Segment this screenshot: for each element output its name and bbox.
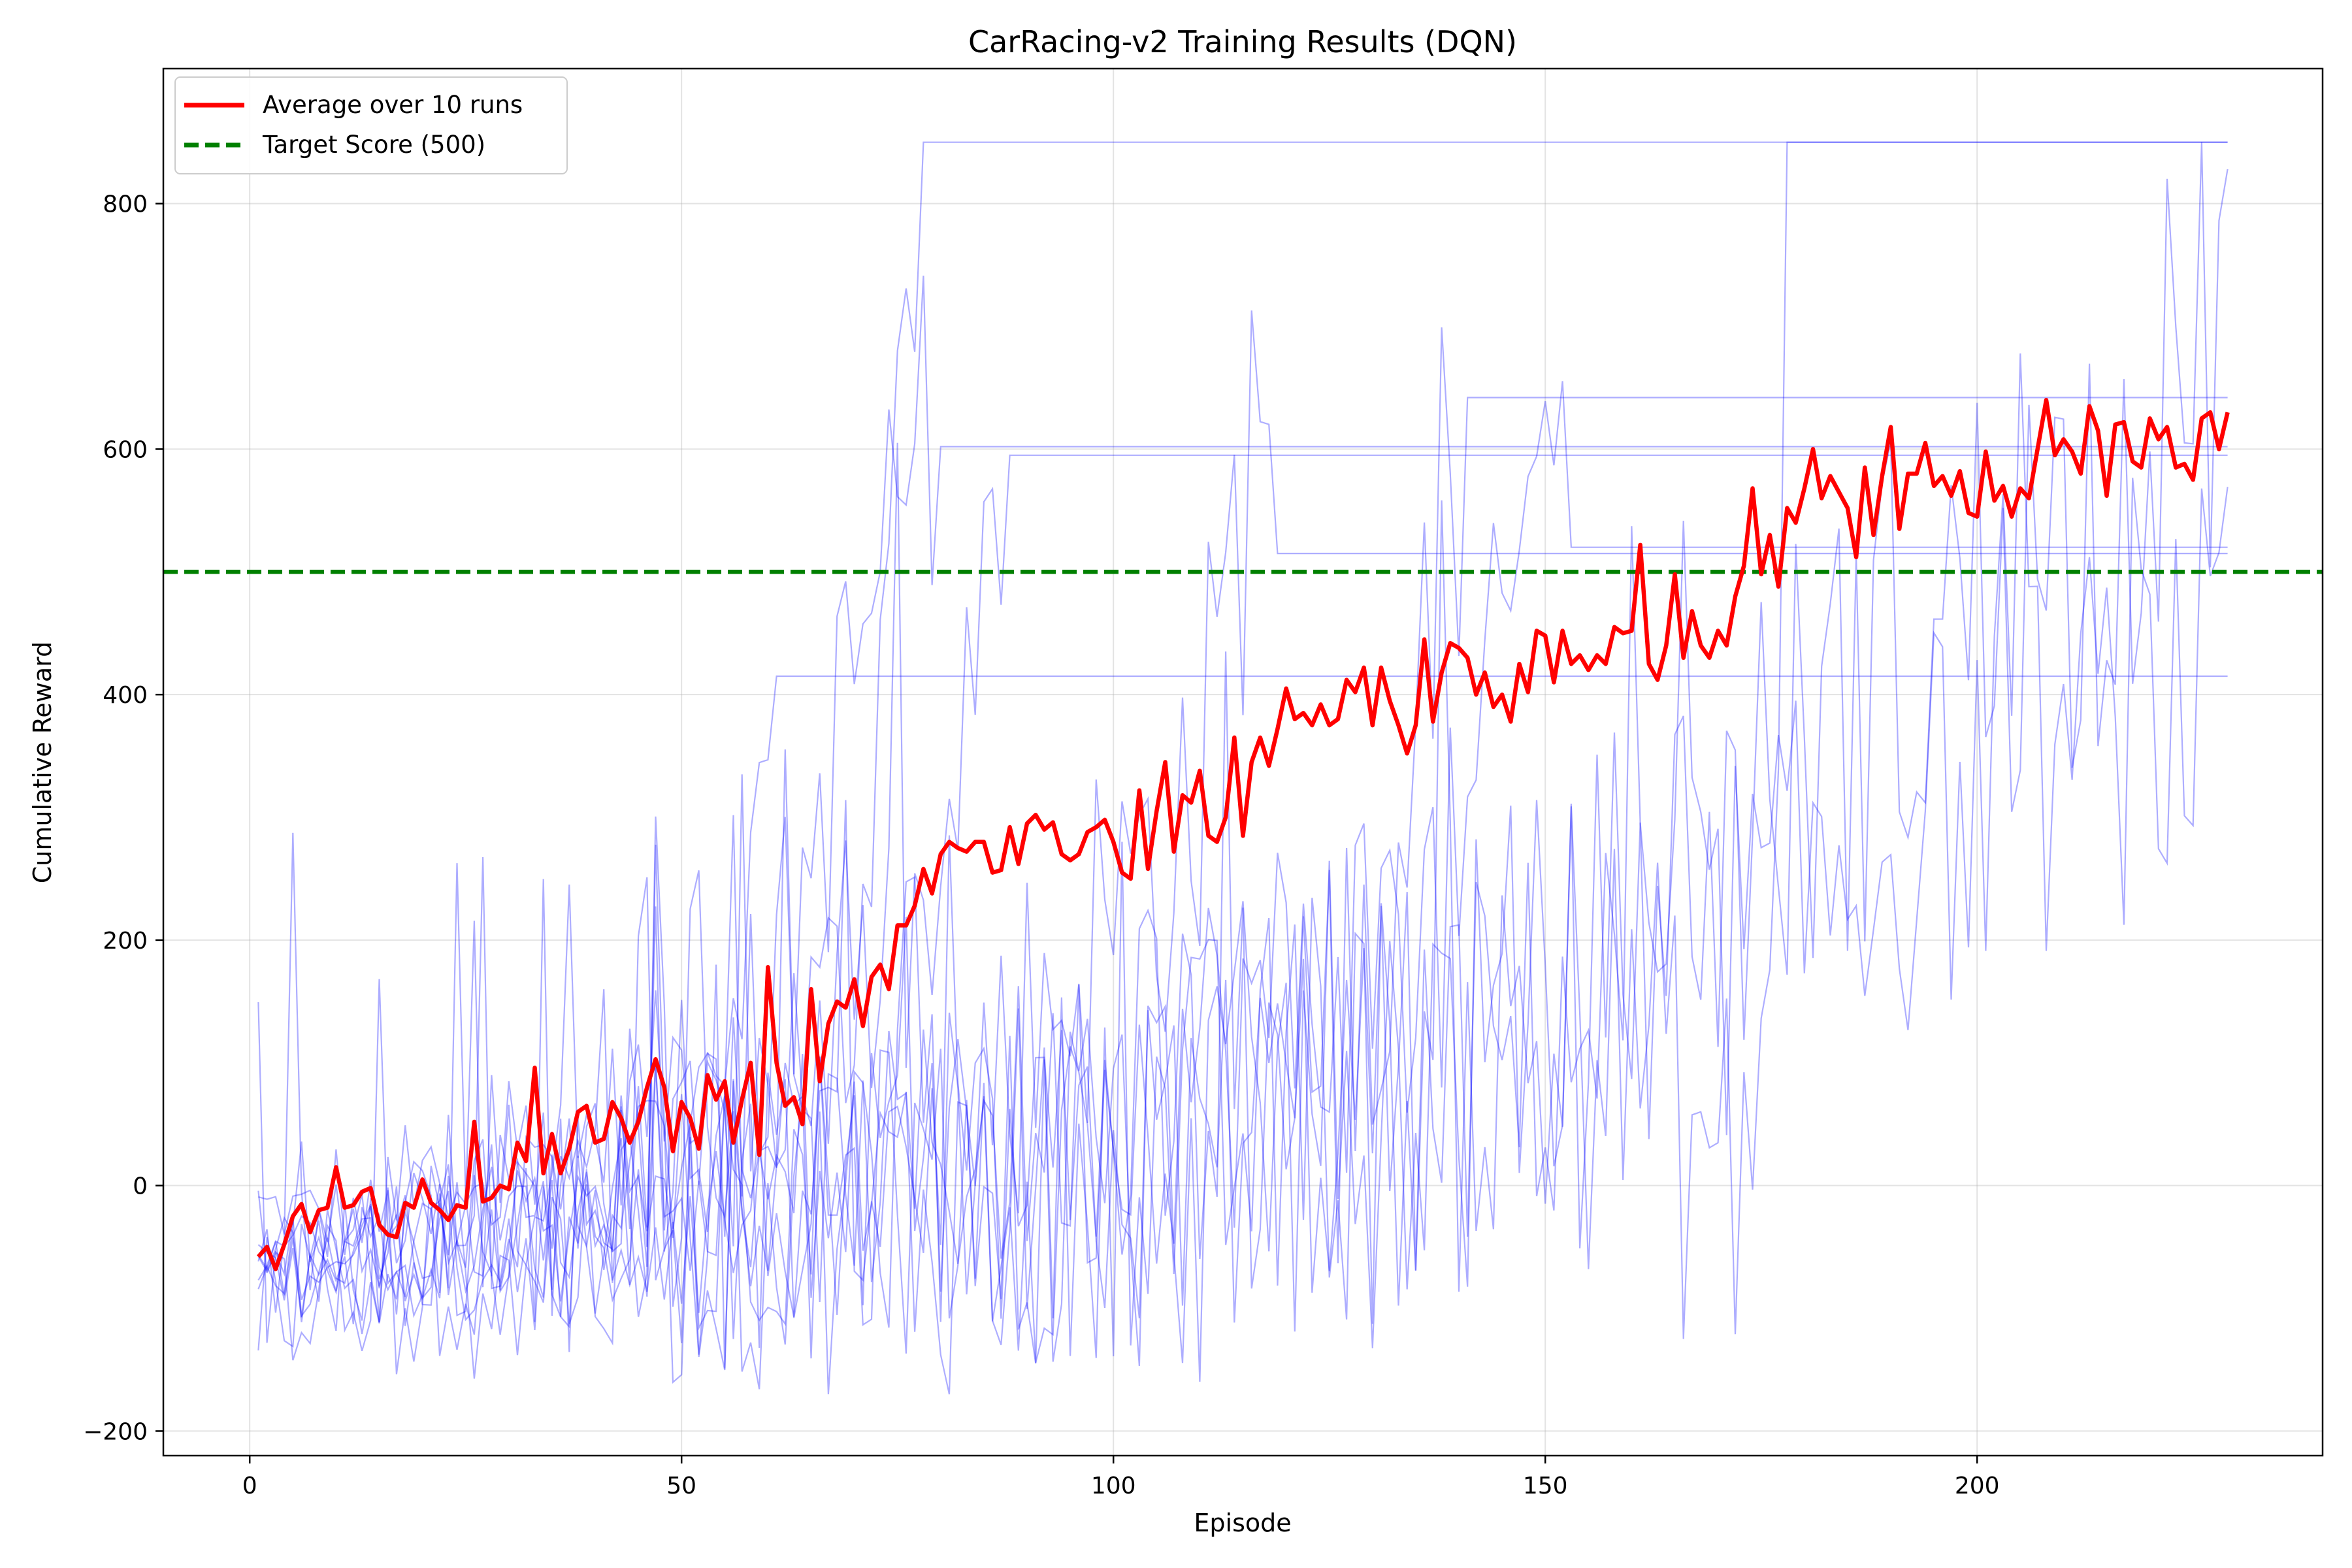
run-line [257,141,2228,1358]
y-axis-title: Cumulative Reward [28,642,57,883]
plot-frame [162,67,2324,1457]
y-tick-label: 200 [103,928,148,955]
run-line [257,275,2228,1323]
run-line [257,142,2229,1395]
x-tick-label: 50 [666,1473,696,1499]
y-tick-label: 0 [133,1173,148,1200]
legend: Average over 10 runs Target Score (500) [174,76,568,174]
ticks-layer: 0 50 100 150 200 −200 0 200 400 600 800 [83,191,1999,1499]
run-line [257,327,2228,1369]
run-line [257,442,2228,1300]
x-tick-label: 150 [1523,1473,1568,1499]
run-line [257,353,2229,1323]
legend-box [174,76,568,174]
y-tick-label: 600 [103,436,148,463]
x-axis-title: Episode [1194,1509,1291,1537]
grid-layer [163,69,2323,1456]
run-line [257,381,2228,1307]
chart-title: CarRacing-v2 Training Results (DQN) [968,24,1517,59]
y-tick-label: −200 [83,1418,148,1445]
legend-target-label: Target Score (500) [262,131,485,159]
average-layer [256,398,2230,1271]
run-line [257,141,2228,1326]
frame-layer [162,67,2324,1457]
x-tick-label: 100 [1091,1473,1136,1499]
y-tick-label: 400 [103,682,148,709]
y-tick-label: 800 [103,191,148,218]
x-tick-label: 200 [1955,1473,2000,1499]
legend-average-label: Average over 10 runs [263,91,523,119]
run-line [257,310,2228,1331]
x-tick-label: 0 [242,1473,257,1499]
average-line [256,398,2230,1271]
